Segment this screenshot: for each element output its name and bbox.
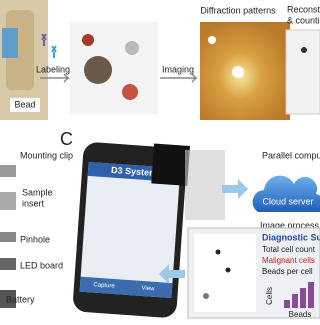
summary-line: Beads per cell bbox=[262, 267, 313, 276]
phone-screen bbox=[79, 161, 181, 299]
spot bbox=[232, 66, 244, 78]
cloud-top: Parallel comput bbox=[262, 150, 320, 160]
summary-line: Malignant cells bbox=[262, 256, 315, 265]
arrow bbox=[40, 73, 70, 83]
cell bbox=[125, 41, 139, 55]
reconstruction-label: Reconstru bbox=[287, 4, 320, 14]
app-title: D3 System bbox=[111, 165, 158, 178]
spot bbox=[215, 249, 221, 255]
part bbox=[0, 165, 16, 177]
diffraction-label: Diffraction patterns bbox=[200, 5, 276, 15]
part bbox=[0, 258, 16, 270]
panel-letter: C bbox=[60, 129, 73, 149]
attachment-slide bbox=[185, 150, 225, 220]
spot bbox=[208, 36, 216, 44]
app-button[interactable]: View bbox=[141, 286, 155, 293]
labeling-label: Labeling bbox=[36, 64, 70, 74]
app-toolbar bbox=[79, 276, 173, 299]
summary-image bbox=[194, 234, 256, 312]
arrow bbox=[159, 264, 185, 284]
bar-shape bbox=[300, 288, 306, 308]
part-label: Mounting clip bbox=[20, 150, 73, 160]
spot bbox=[225, 267, 231, 273]
part-label: Battery bbox=[6, 294, 35, 304]
x-label: Beads bbox=[289, 310, 312, 319]
part-label: insert bbox=[22, 198, 45, 208]
part bbox=[0, 232, 16, 242]
cell bbox=[122, 84, 138, 100]
imaging-label: Imaging bbox=[162, 64, 194, 74]
part-label: LED board bbox=[20, 260, 63, 270]
antibody bbox=[51, 45, 57, 58]
y-label: Cells bbox=[265, 287, 274, 305]
reconstruction-label: & countin bbox=[287, 15, 320, 25]
part-label: Sample bbox=[22, 187, 53, 197]
cap bbox=[2, 28, 18, 58]
spot bbox=[301, 47, 307, 53]
summary-title: Diagnostic Su bbox=[262, 232, 320, 242]
phone: D3 System Capture View bbox=[73, 142, 191, 318]
cloud-bottom: Image process bbox=[260, 220, 320, 230]
panel-c: C Mounting clip Sample insert Pinhole LE… bbox=[0, 129, 320, 319]
bar-shape bbox=[284, 300, 290, 308]
label-box bbox=[10, 98, 40, 112]
antibody bbox=[41, 33, 47, 46]
app-button[interactable]: Capture bbox=[93, 282, 115, 290]
bead-label: Bead bbox=[14, 99, 35, 109]
cloud bbox=[252, 175, 320, 212]
arrow bbox=[222, 179, 248, 199]
attachment bbox=[151, 143, 191, 186]
top-row: Bead Labeling Imaging Diffraction patter… bbox=[0, 0, 320, 120]
cells-image bbox=[70, 22, 158, 114]
part bbox=[0, 192, 16, 210]
bar-shape bbox=[308, 282, 314, 308]
cell bbox=[82, 34, 94, 46]
bar-shape bbox=[292, 294, 298, 308]
spot bbox=[203, 293, 209, 299]
part-label: Pinhole bbox=[20, 234, 50, 244]
part bbox=[0, 290, 16, 308]
cloud-label: Cloud server bbox=[262, 196, 313, 206]
cell bbox=[84, 56, 112, 84]
reconstruction-image bbox=[285, 29, 320, 115]
summary-line: Total cell count bbox=[262, 245, 316, 254]
arrow bbox=[160, 73, 198, 83]
